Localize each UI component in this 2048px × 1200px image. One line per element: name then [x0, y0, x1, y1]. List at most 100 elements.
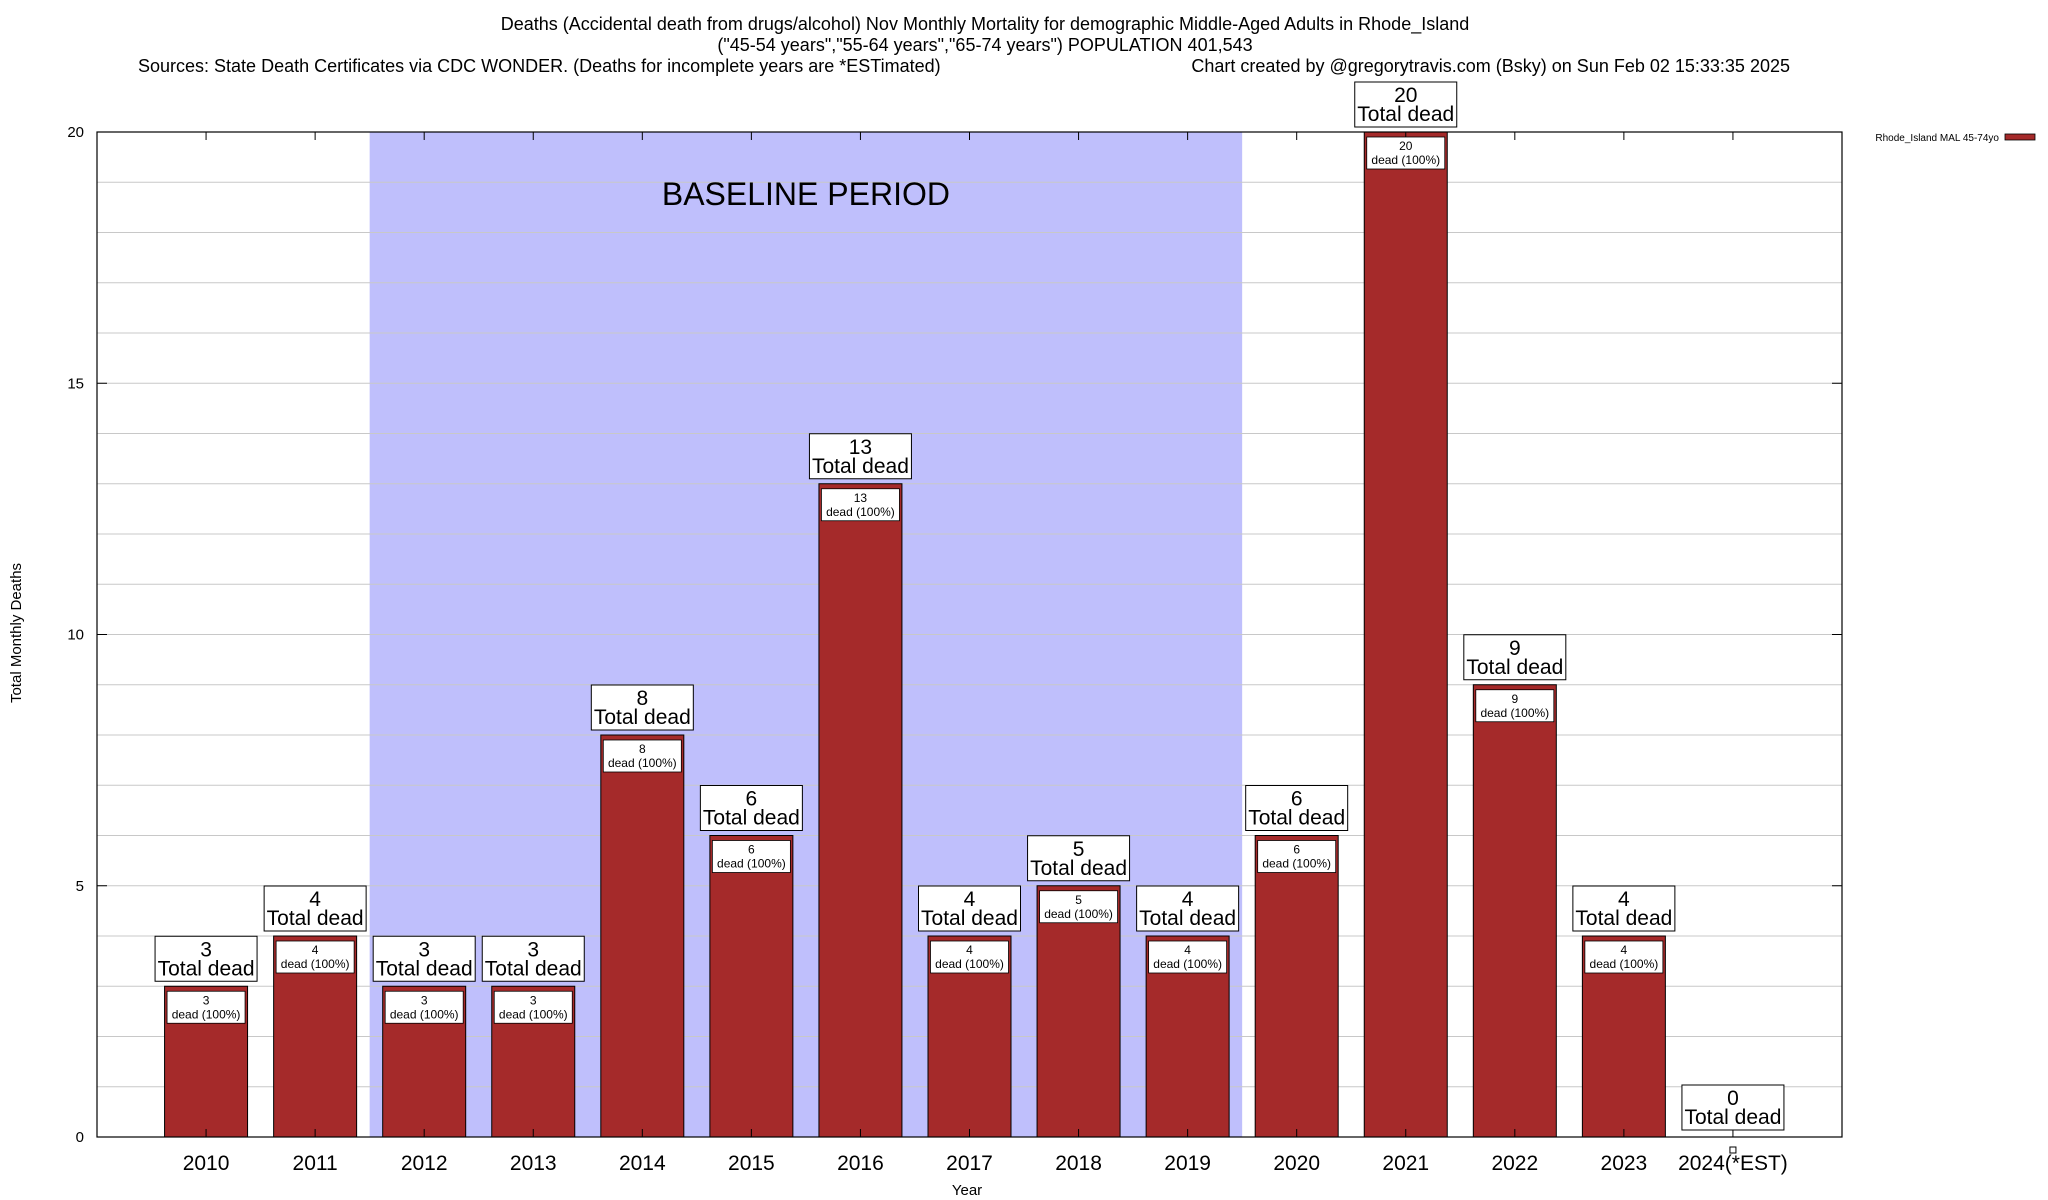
bar-total-caption: Total dead: [1684, 1106, 1781, 1129]
bar-total-label-box: [263, 885, 367, 932]
bar: [1036, 885, 1121, 1138]
bar-total-caption: Total dead: [594, 706, 691, 729]
bar-total-label-box: [1463, 634, 1567, 681]
bar-inner-percent: dead (100%): [608, 756, 677, 770]
bar-inner-percent: dead (100%): [1044, 907, 1113, 921]
x-tick-label: 2014: [619, 1152, 666, 1175]
bar: [1363, 131, 1448, 1138]
bar-inner-label-box: [821, 488, 900, 522]
y-axis-label: Total Monthly Deaths: [8, 563, 25, 703]
bar-inner-count: 4: [966, 943, 973, 957]
bar-inner-percent: dead (100%): [281, 957, 350, 971]
bar-inner-percent: dead (100%): [1262, 857, 1331, 871]
bar-inner-percent: dead (100%): [935, 957, 1004, 971]
bar-inner-count: 3: [421, 993, 428, 1007]
bar-total-caption: Total dead: [703, 807, 800, 830]
bar-total-caption: Total dead: [812, 455, 909, 478]
bar-total-value: 13: [849, 436, 872, 459]
bar-total-caption: Total dead: [485, 957, 582, 980]
bar-inner-count: 6: [748, 843, 755, 857]
bar-total-value: 9: [1509, 637, 1521, 660]
x-axis-label: Year: [952, 1182, 982, 1199]
bar-inner-percent: dead (100%): [826, 505, 895, 519]
bar-inner-label-box: [1475, 689, 1555, 723]
bar-total-label-box: [154, 935, 258, 982]
y-tick-label: 10: [67, 627, 84, 644]
legend: Rhode_Island MAL 45-74yo: [1875, 133, 2036, 144]
x-tick-label: 2019: [1164, 1152, 1211, 1175]
bar-total-value: 20: [1394, 84, 1417, 107]
x-tick-label: 2017: [946, 1152, 993, 1175]
bar-total-value: 6: [746, 788, 758, 811]
chart-title-line-2: ("45-54 years","55-64 years","65-74 year…: [717, 35, 1252, 55]
bar-total-label-box: [372, 935, 476, 982]
bar-inner-label-box: [1039, 890, 1118, 924]
bar-inner-count: 5: [1075, 893, 1082, 907]
legend-swatch: [2004, 133, 2036, 141]
bar-inner-count: 3: [203, 993, 210, 1007]
x-tick-label: 2016: [837, 1152, 884, 1175]
bar: [709, 835, 794, 1138]
bar-total-caption: Total dead: [267, 907, 364, 930]
bar-inner-percent: dead (100%): [1153, 957, 1222, 971]
bar-inner-label-box: [711, 840, 791, 873]
y-tick-label: 0: [76, 1129, 84, 1146]
bar-total-label-box: [1681, 1084, 1785, 1131]
bar-total-value: 3: [527, 938, 539, 961]
bar-inner-percent: dead (100%): [717, 857, 786, 871]
bar-total-label-box: [590, 684, 694, 731]
bar-total-label-box: [699, 785, 803, 831]
x-tick-label: 2013: [510, 1152, 557, 1175]
bar-total-caption: Total dead: [1357, 103, 1454, 126]
bar-total-value: 0: [1727, 1087, 1739, 1110]
bar-inner-count: 3: [530, 993, 537, 1007]
x-tick-label: 2020: [1273, 1152, 1320, 1175]
y-tick-label: 20: [67, 124, 84, 141]
bar-total-caption: Total dead: [1575, 907, 1672, 930]
bar-total-label-box: [1136, 885, 1240, 932]
bar-inner-label-box: [384, 990, 464, 1024]
bar-inner-label-box: [1257, 840, 1337, 873]
bar-inner-label-box: [1148, 940, 1228, 974]
bar-inner-percent: dead (100%): [172, 1007, 241, 1021]
zero-marker: [1729, 1146, 1737, 1154]
bar-total-value: 4: [1618, 888, 1630, 911]
x-tick-label: 2010: [183, 1152, 230, 1175]
bar-total-label-box: [808, 433, 912, 480]
bar-total-caption: Total dead: [376, 957, 473, 980]
bar-total-label-box: [918, 885, 1021, 932]
bar-inner-count: 13: [854, 491, 868, 505]
bar-inner-count: 20: [1399, 139, 1413, 153]
bar-total-value: 3: [200, 938, 212, 961]
bar-total-value: 3: [418, 938, 430, 961]
bar-inner-count: 9: [1511, 692, 1518, 706]
chart-title-line-1: Deaths (Accidental death from drugs/alco…: [501, 14, 1470, 35]
bar-inner-percent: dead (100%): [1590, 957, 1659, 971]
chart-source-text: Sources: State Death Certificates via CD…: [138, 56, 941, 76]
x-tick-label: 2018: [1055, 1152, 1102, 1175]
bar-total-value: 6: [1291, 788, 1303, 811]
bar-total-caption: Total dead: [1466, 656, 1563, 679]
bar-total-label-box: [1354, 81, 1458, 128]
bar-total-value: 4: [1182, 888, 1194, 911]
bar-total-label-box: [1245, 785, 1349, 831]
bar: [818, 483, 903, 1138]
bar-total-caption: Total dead: [921, 907, 1018, 930]
bar-total-label-box: [481, 935, 585, 982]
bar-total-caption: Total dead: [1030, 857, 1127, 880]
bar-inner-count: 8: [639, 742, 646, 756]
x-tick-label: 2024(*EST): [1678, 1152, 1788, 1175]
bar-inner-count: 4: [1621, 943, 1628, 957]
bar-inner-label-box: [166, 990, 246, 1024]
baseline-period-label: BASELINE PERIOD: [662, 176, 950, 212]
bar-inner-count: 4: [312, 943, 319, 957]
bar-inner-label-box: [1366, 136, 1446, 170]
bar-inner-count: 6: [1293, 843, 1300, 857]
bar-inner-label-box: [275, 940, 355, 974]
bar: [1254, 835, 1339, 1138]
x-tick-label: 2012: [401, 1152, 448, 1175]
bar-inner-count: 4: [1184, 943, 1191, 957]
x-tick-label: 2015: [728, 1152, 775, 1175]
